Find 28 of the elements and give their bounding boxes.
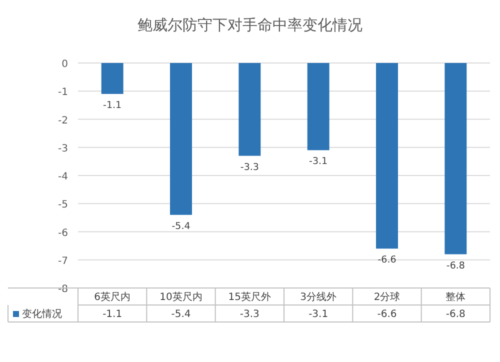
data-label: -1.1 xyxy=(103,100,122,111)
text: -6.6 xyxy=(377,309,397,320)
x-tick-label: 15英尺外 xyxy=(228,291,272,303)
y-tick-label: -1 xyxy=(58,87,68,98)
legend-label: 变化情况 xyxy=(22,308,62,320)
data-label: -5.4 xyxy=(172,220,190,232)
y-tick-label: -3 xyxy=(58,143,68,154)
data-label: -6.6 xyxy=(378,254,396,266)
y-tick-label: -4 xyxy=(58,172,68,182)
y-tick-label: -6 xyxy=(58,228,68,239)
x-tick-label: 10英尺内 xyxy=(160,291,202,303)
text: -3.3 xyxy=(240,309,260,320)
x-tick-label: 3分线外 xyxy=(300,291,337,303)
text: -3.1 xyxy=(308,309,328,320)
y-tick-label: -5 xyxy=(58,200,68,211)
x-tick-label: 2分球 xyxy=(374,291,400,303)
chart-title: 鲍威尔防守下对手命中率变化情况 xyxy=(138,16,362,34)
y-tick-label: -7 xyxy=(58,256,68,267)
y-tick-label: 0 xyxy=(62,59,68,70)
y-tick-label: -2 xyxy=(58,115,68,126)
text: -5.4 xyxy=(171,309,191,320)
x-tick-label: 6英尺内 xyxy=(94,291,131,303)
x-tick-label: 整体 xyxy=(446,291,466,303)
text: -6.8 xyxy=(446,309,466,320)
text: -1.1 xyxy=(102,309,122,320)
data-label: -6.8 xyxy=(446,260,465,272)
data-label: -3.1 xyxy=(309,156,328,168)
data-label: -3.3 xyxy=(240,162,259,173)
